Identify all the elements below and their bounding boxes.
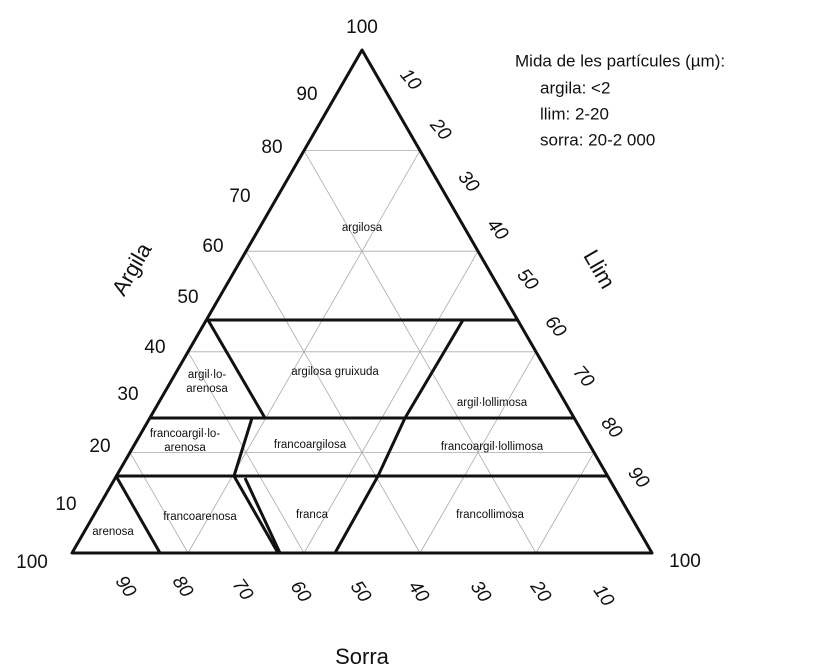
legend-item: argila: <2 (540, 78, 610, 97)
clay-tick-label: 30 (117, 384, 138, 405)
boundary (206, 319, 267, 419)
region-label: franca (296, 509, 329, 521)
grid-line (303, 150, 537, 554)
region-label: argil·lollimosa (457, 397, 528, 409)
region-label: francoargilosa (274, 439, 347, 451)
region-label: argilosa gruixuda (291, 366, 379, 378)
silt-tick-label: 100 (669, 551, 701, 572)
clay-tick-label: 40 (144, 337, 165, 358)
clay-tick-label: 80 (261, 137, 282, 158)
grid-line (535, 452, 595, 554)
silt-tick-label: 50 (513, 265, 543, 295)
grid (129, 150, 595, 554)
sand-tick-label: 80 (168, 572, 198, 602)
sand-tick-label: 20 (525, 576, 555, 607)
silt-tick-label: 70 (569, 362, 599, 392)
sand-tick-label: 50 (346, 577, 376, 607)
grid-line (303, 251, 479, 554)
triangle-outline (70, 48, 654, 555)
silt-tick-label: 30 (454, 167, 484, 197)
sand-tick-label: 40 (404, 577, 434, 607)
region-label: francoargil·lo- (150, 428, 220, 440)
boundary (333, 319, 465, 554)
silt-tick-label: 80 (597, 413, 627, 443)
region-label: francoarenosa (163, 511, 237, 523)
clay-tick-label: 60 (202, 236, 223, 257)
region-label: francoargil·lollimosa (441, 441, 544, 453)
clay-tick-label: 100 (346, 17, 378, 38)
legend-item: sorra: 20-2 000 (540, 130, 655, 149)
silt-tick-label: 60 (541, 312, 571, 342)
region-label: arenosa (164, 442, 206, 454)
sand-tick-label: 60 (286, 577, 316, 607)
region-label: argilosa (342, 222, 383, 234)
boundary (232, 417, 280, 554)
sand-tick-label: 70 (228, 575, 258, 605)
silt-tick-label: 20 (425, 114, 456, 145)
clay-tick-label: 20 (89, 436, 110, 457)
legend-item: llim: 2-20 (540, 104, 609, 123)
region-label: arenosa (186, 383, 228, 395)
axis-label: Argila (107, 238, 157, 300)
sand-tick-label: 30 (466, 577, 496, 607)
clay-tick-label: 100 (16, 552, 48, 573)
grid-line (245, 251, 421, 554)
axis-label: Llim (579, 245, 621, 292)
region-label: arenosa (92, 526, 134, 538)
axis-label: Sorra (335, 644, 390, 668)
silt-tick-label: 90 (624, 463, 654, 493)
boundaries (70, 48, 654, 555)
silt-tick-label: 40 (483, 215, 513, 245)
sand-tick-label: 90 (111, 572, 141, 602)
legend-title: Mida de les partícules (µm): (515, 51, 725, 70)
sand-tick-label: 10 (589, 581, 619, 611)
clay-tick-label: 50 (177, 287, 198, 308)
silt-tick-label: 10 (396, 65, 426, 95)
boundary (114, 475, 162, 554)
grid-line (129, 452, 189, 554)
clay-tick-label: 70 (229, 186, 250, 207)
region-label: francollimosa (456, 509, 524, 521)
region-label: argil·lo- (188, 369, 227, 381)
grid-line (187, 351, 305, 554)
clay-tick-label: 90 (296, 84, 317, 105)
clay-tick-label: 10 (55, 494, 76, 515)
boundary (243, 477, 282, 554)
